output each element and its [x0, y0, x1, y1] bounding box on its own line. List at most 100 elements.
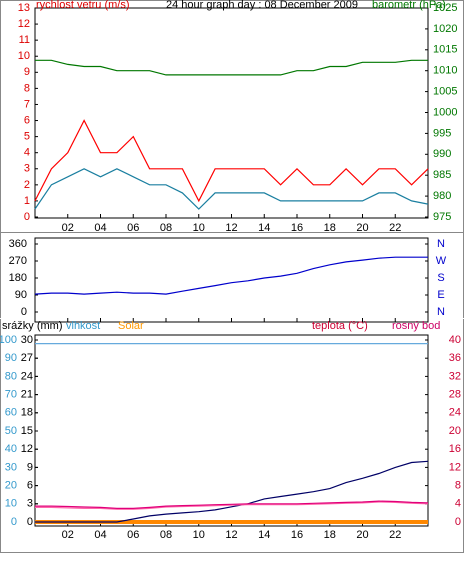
- y2-tick-label: 36: [449, 352, 461, 364]
- y2-tick-label: 8: [455, 480, 461, 492]
- y2-tick-label: E: [437, 289, 444, 301]
- plot-frame: [34, 7, 429, 219]
- plot-frame: [34, 334, 429, 527]
- y2-tick-label: 28: [449, 389, 461, 401]
- y2-tick-label: 1020: [433, 23, 457, 35]
- series-line: [35, 460, 429, 523]
- y-tick-label: 90: [15, 289, 27, 301]
- x-tick-label: 04: [94, 222, 106, 234]
- y3-tick-label: 27: [21, 352, 33, 364]
- y2-tick-label: S: [437, 272, 444, 284]
- x-tick-label: 10: [193, 529, 205, 541]
- x-tick-label: 22: [389, 222, 401, 234]
- axis-label: rosný bod: [392, 320, 440, 332]
- axis-label: barometr (hPa): [372, 0, 446, 11]
- axis-label: rychlost vetru (m/s): [36, 0, 130, 11]
- x-tick-label: 22: [389, 529, 401, 541]
- x-tick-label: 04: [94, 529, 106, 541]
- y-tick-label: 9: [24, 66, 30, 78]
- y-tick-label: 360: [9, 238, 27, 250]
- y2-tick-label: 32: [449, 370, 461, 382]
- x-tick-label: 08: [160, 222, 172, 234]
- y2-tick-label: 24: [449, 407, 461, 419]
- y3-tick-label: 3: [27, 498, 33, 510]
- y-tick-label: 70: [5, 389, 17, 401]
- y-tick-label: 0: [24, 211, 30, 223]
- y2-tick-label: 995: [433, 127, 451, 139]
- y-tick-label: 90: [5, 352, 17, 364]
- x-tick-label: 20: [356, 222, 368, 234]
- x-tick-label: 08: [160, 529, 172, 541]
- y3-tick-label: 9: [27, 461, 33, 473]
- y-tick-label: 30: [5, 461, 17, 473]
- x-tick-label: 18: [324, 222, 336, 234]
- y2-tick-label: 12: [449, 461, 461, 473]
- y-tick-label: 0: [21, 306, 27, 318]
- plot-frame: [34, 237, 429, 323]
- y-tick-label: 270: [9, 255, 27, 267]
- y-tick-label: 13: [18, 2, 30, 14]
- y2-tick-label: 40: [449, 334, 461, 346]
- y2-tick-label: 1005: [433, 86, 457, 98]
- axis-label: teplota (°C): [312, 320, 368, 332]
- y-tick-label: 11: [19, 34, 30, 46]
- y2-tick-label: N: [437, 306, 445, 318]
- series-line: [34, 168, 429, 210]
- axis-label: Solar: [118, 320, 144, 332]
- y2-tick-label: 1000: [433, 106, 457, 118]
- y-tick-label: 100: [0, 334, 17, 346]
- x-tick-label: 14: [258, 529, 270, 541]
- y2-tick-label: 0: [455, 516, 461, 528]
- y3-tick-label: 24: [21, 370, 33, 382]
- y-tick-label: 40: [5, 443, 17, 455]
- axis-label: srážky (mm): [2, 320, 63, 332]
- y3-tick-label: 18: [21, 407, 33, 419]
- x-tick-label: 20: [356, 529, 368, 541]
- y-tick-label: 5: [24, 131, 30, 143]
- y3-tick-label: 12: [21, 443, 33, 455]
- y-tick-label: 80: [5, 370, 17, 382]
- y-tick-label: 180: [9, 272, 27, 284]
- y2-tick-label: W: [436, 255, 447, 267]
- y3-tick-label: 30: [21, 334, 33, 346]
- series-line: [34, 256, 428, 295]
- y2-tick-label: 1015: [433, 44, 457, 56]
- y3-tick-label: 15: [21, 425, 33, 437]
- series-line: [35, 501, 429, 510]
- y2-tick-label: 1025: [433, 2, 457, 14]
- y-tick-label: 50: [5, 425, 17, 437]
- y-tick-label: 10: [5, 498, 17, 510]
- y-tick-label: 60: [5, 407, 17, 419]
- y-tick-label: 10: [18, 50, 30, 62]
- y2-tick-label: 1010: [433, 65, 457, 77]
- x-tick-label: 06: [127, 222, 139, 234]
- y3-tick-label: 0: [27, 516, 33, 528]
- x-tick-label: 02: [62, 529, 74, 541]
- y2-tick-label: 990: [433, 148, 451, 160]
- y-tick-label: 6: [24, 114, 30, 126]
- x-tick-label: 10: [193, 222, 205, 234]
- x-tick-label: 06: [127, 529, 139, 541]
- y2-tick-label: 4: [455, 498, 461, 510]
- series-line: [35, 59, 428, 76]
- y2-tick-label: 20: [449, 425, 461, 437]
- axis-label: 24 hour graph day : 08 December 2009: [166, 0, 358, 11]
- y-tick-label: 3: [24, 163, 30, 175]
- y3-tick-label: 21: [21, 389, 33, 401]
- x-tick-label: 02: [62, 222, 74, 234]
- y-tick-label: 0: [11, 516, 17, 528]
- y-tick-label: 7: [24, 98, 30, 110]
- x-tick-label: 16: [291, 222, 303, 234]
- y-tick-label: 20: [5, 480, 17, 492]
- y-tick-label: 12: [18, 18, 30, 30]
- x-tick-label: 18: [324, 529, 336, 541]
- series-line: [35, 500, 429, 509]
- x-tick-label: 12: [225, 222, 237, 234]
- axis-label: vlhkost: [66, 320, 100, 332]
- y3-tick-label: 6: [27, 480, 33, 492]
- x-tick-label: 16: [291, 529, 303, 541]
- y2-tick-label: N: [437, 238, 445, 250]
- y-tick-label: 1: [24, 195, 30, 207]
- y2-tick-label: 985: [433, 169, 451, 181]
